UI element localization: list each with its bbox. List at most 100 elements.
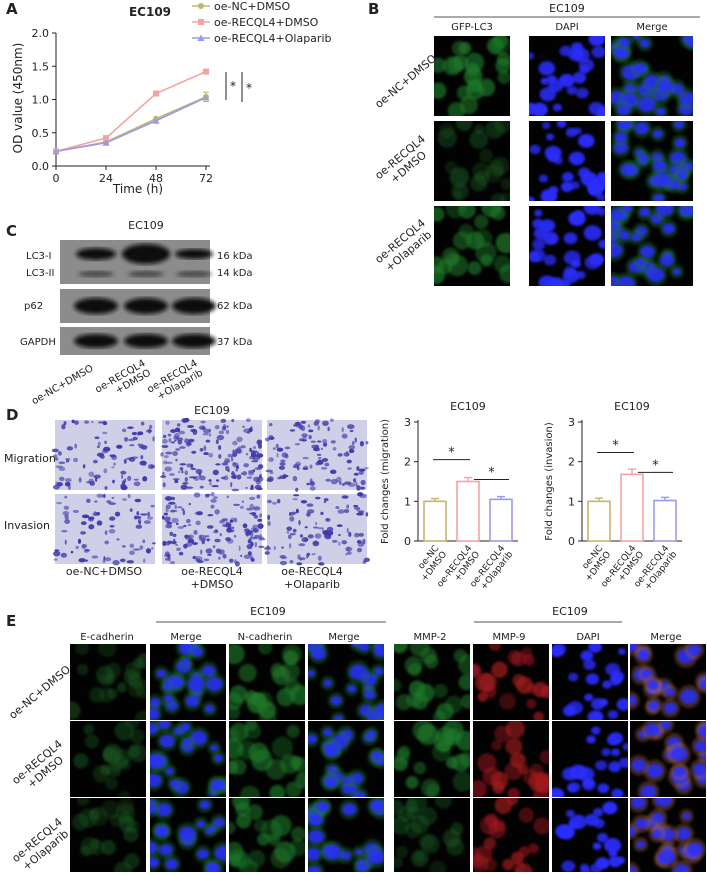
panel-b-col-dapi: DAPI (555, 22, 578, 33)
panel-e-col-ncad: N-cadherin (238, 632, 293, 643)
panel-e-image (552, 721, 628, 797)
panel-e-col-merge2: Merge (328, 632, 359, 643)
panel-a-series-line (55, 70, 207, 153)
panel-e-image (552, 644, 628, 720)
bar-ylabel: Fold changes (migration) (380, 419, 391, 544)
panel-a-series-line (55, 96, 207, 153)
panel-b-microscopy: EC109 GFP-LC3 DAPI Merge oe-NC+DMSO oe-R… (372, 2, 700, 286)
legend-nc: oe-NC+DMSO (214, 0, 291, 13)
panel-b-image (434, 36, 510, 116)
panel-e-col-dapi: DAPI (576, 632, 599, 643)
sig-star: * (488, 466, 495, 481)
bar-ytick-label: 1 (568, 495, 575, 508)
panel-a-point (153, 90, 159, 97)
panel-e-group2: EC109 (552, 605, 588, 618)
panel-d-image (161, 491, 266, 567)
panel-e-col-mmp9: MMP-9 (492, 632, 525, 643)
panel-label-b: B (368, 0, 379, 18)
panel-a-ytick-label: 1.0 (32, 94, 50, 107)
panel-a-ytick-label: 2.0 (32, 27, 50, 40)
panel-d-image (263, 492, 371, 566)
panel-e-image (308, 721, 384, 797)
panel-e-col-ecad: E-cadherin (80, 632, 134, 643)
panel-label-e: E (6, 612, 16, 630)
bar-ytick-label: 2 (404, 456, 411, 469)
panel-a-point (203, 68, 209, 75)
panel-a-series-line (55, 96, 207, 153)
panel-d-row-migration: Migration (4, 452, 56, 465)
blot-band-p62 (74, 298, 118, 314)
panel-b-group: EC109 (549, 2, 585, 15)
panel-d-col1: oe-NC+DMSO (66, 565, 143, 578)
panel-e-image (150, 798, 226, 872)
panel-a-xtick-label: 24 (99, 172, 113, 185)
legend-olaparib: oe-RECQL4+Olaparib (214, 32, 331, 45)
panel-b-image (611, 121, 693, 201)
bar-ytick-label: 2 (568, 456, 575, 469)
panel-a-xlabel: Time (h) (112, 182, 163, 196)
panel-e-group1: EC109 (250, 605, 286, 618)
panel-b-image (434, 206, 510, 286)
blot-band-lc3-i (76, 248, 116, 260)
panel-b-row1: oe-NC+DMSO (372, 52, 439, 111)
panel-d-image (264, 418, 369, 492)
bar-title: EC109 (450, 400, 486, 413)
panel-e-col-merge1: Merge (170, 632, 201, 643)
panel-e-image (150, 721, 226, 797)
bar (456, 480, 480, 542)
panel-d-title: EC109 (194, 404, 230, 417)
panel-e-image (229, 644, 305, 720)
blot-band-gapdh (124, 334, 168, 348)
panel-d-transwell: EC109 Migration Invasion oe-NC+DMSO oe-R… (4, 404, 371, 591)
panel-a-point (103, 135, 109, 142)
bar (489, 498, 513, 542)
panel-d-image (160, 417, 264, 492)
legend-recql4: oe-RECQL4+DMSO (214, 16, 319, 29)
bar (587, 500, 611, 542)
bar-ylabel: Fold changes (invasion) (544, 422, 555, 541)
blot-band-lc3-i (122, 244, 170, 264)
sig-star: * (448, 446, 455, 461)
panel-e-image (308, 798, 384, 872)
panel-b-image (611, 206, 693, 286)
panel-e-image (308, 644, 384, 720)
bar-ytick-label: 3 (568, 416, 575, 429)
panel-a-point (152, 117, 160, 124)
panel-d-col2-line2: +DMSO (191, 578, 234, 591)
panel-a-legend: oe-NC+DMSO oe-RECQL4+DMSO oe-RECQL4+Olap… (192, 0, 331, 45)
panel-b-col-gfp: GFP-LC3 (451, 22, 493, 33)
kda-lc3-ii: 14 kDa (217, 268, 253, 279)
panel-a-xtick-label: 72 (199, 172, 213, 185)
panel-e-image (473, 798, 549, 872)
blot-band-lc3-i (175, 249, 213, 259)
panel-e-image (70, 644, 146, 720)
panel-e-col-mmp2: MMP-2 (413, 632, 446, 643)
panel-a-xtick-label: 48 (149, 172, 163, 185)
bar-ytick-label: 1 (404, 495, 411, 508)
sig-star: * (652, 458, 659, 473)
panel-e-image (70, 721, 146, 797)
panel-e-image (473, 644, 549, 720)
blot-band-gapdh (172, 334, 216, 348)
kda-lc3-i: 16 kDa (217, 251, 253, 262)
panel-b-image (529, 206, 605, 286)
panel-e-image (394, 644, 470, 720)
panel-e-col-merge3: Merge (650, 632, 681, 643)
panel-a-xtick-label: 0 (53, 172, 60, 185)
panel-b-image (529, 121, 605, 201)
panel-b-image (529, 36, 605, 116)
sig-star: * (612, 439, 619, 454)
bar-ytick-label: 0 (404, 535, 411, 548)
panel-d-col3-line2: +Olaparib (284, 578, 340, 591)
panel-a-ytick-label: 0.0 (32, 160, 50, 173)
panel-a-significance: * * (225, 72, 252, 102)
panel-e-image (150, 644, 226, 720)
blot-band-lc3-ii (78, 271, 114, 277)
bar (620, 473, 644, 542)
panel-label-c: C (6, 222, 17, 240)
panel-a-line-chart: EC109 Time (h) OD value (450nm) 0.0 0.5 1.… (11, 0, 331, 196)
kda-gapdh: 37 kDa (217, 337, 253, 348)
bar (653, 499, 677, 542)
